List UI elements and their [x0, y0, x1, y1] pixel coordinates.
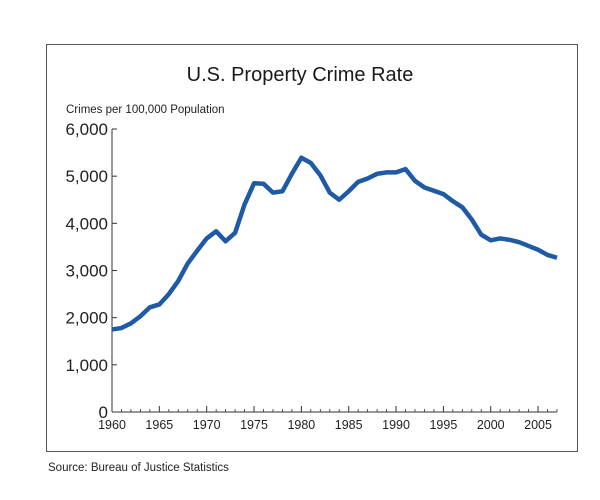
y-tick-label: 6,000 — [65, 120, 108, 139]
y-tick-label: 4,000 — [65, 214, 108, 233]
x-tick-label: 1960 — [98, 418, 126, 432]
y-tick-label: 1,000 — [65, 356, 108, 375]
y-tick-label: 2,000 — [65, 309, 108, 328]
source-note: Source: Bureau of Justice Statistics — [48, 462, 229, 474]
series-layer — [111, 155, 558, 332]
x-axis: 1960 1965 1970 1975 1980 1985 1990 1995 2000 2005 — [98, 406, 558, 432]
y-tick-label: 0 — [99, 403, 108, 422]
x-tick-label: 1985 — [335, 418, 363, 432]
x-tick-label: 1995 — [429, 418, 457, 432]
series-line — [111, 155, 558, 332]
x-tick-label: 2000 — [477, 418, 505, 432]
x-tick-label: 1975 — [240, 418, 268, 432]
y-tick-label: 3,000 — [65, 262, 108, 281]
x-tick-label: 1965 — [145, 418, 173, 432]
x-tick-label: 1970 — [193, 418, 221, 432]
y-axis-label: Crimes per 100,000 Population — [66, 104, 225, 116]
chart-title: U.S. Property Crime Rate — [186, 64, 414, 86]
x-tick-label: 2005 — [524, 418, 552, 432]
y-tick-label: 5,000 — [65, 167, 108, 186]
x-tick-label: 1980 — [287, 418, 315, 432]
y-axis: 0 1,000 2,000 3,000 4,000 5,000 6,000 — [65, 120, 117, 422]
chart-frame — [46, 44, 578, 452]
x-tick-label: 1990 — [382, 418, 410, 432]
